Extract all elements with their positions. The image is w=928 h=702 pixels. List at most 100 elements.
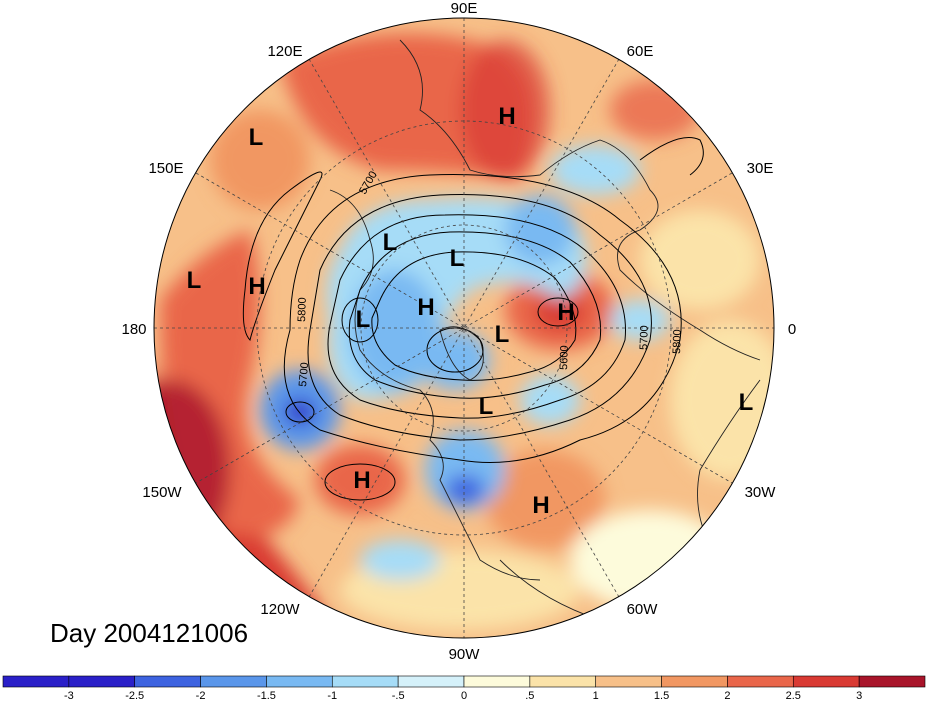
colorbar-tick-label: 0	[461, 690, 467, 702]
lon-label-0: 0	[788, 321, 796, 338]
high-center: H	[557, 299, 574, 326]
colorbar-box	[397, 675, 465, 688]
colorbar: -3 -2.5 -2 -1.5 -1 -.5 0 .5 1 1.5 2 2.5 3	[2, 675, 926, 702]
lat-60	[360, 224, 568, 432]
americas-coast	[329, 189, 541, 581]
europe-neutral	[670, 320, 774, 480]
colorbar-tick-label: -2	[196, 690, 206, 702]
colorbar-tick-label: 1.5	[654, 690, 669, 702]
lon-label-150W: 150W	[142, 484, 182, 501]
lon-label-120W: 120W	[260, 601, 300, 618]
colorbar-box	[2, 675, 70, 688]
contour-5500	[348, 231, 602, 399]
colorbar-box	[266, 675, 333, 688]
height-contours	[242, 137, 704, 501]
colorbar-box	[858, 675, 926, 688]
contour-siberia-low	[341, 297, 379, 343]
map-boundary	[153, 17, 775, 639]
meridian-150E-30W	[195, 172, 733, 484]
atlantic-warm	[485, 450, 605, 550]
lon-label-90W: 90W	[449, 646, 481, 663]
meridian-30E-150W	[195, 172, 733, 484]
lon-label-120E: 120E	[267, 43, 302, 60]
russia-warm	[610, 80, 700, 140]
colorbar-tick-label: 1	[593, 690, 599, 702]
us-cold-core	[445, 475, 485, 505]
low-center: L	[739, 389, 754, 416]
colorbar-tick-label: -2.5	[125, 690, 144, 702]
east-asia-warm	[210, 110, 310, 210]
contour-label-5700-left: 5700	[297, 362, 311, 387]
lon-label-30E: 30E	[747, 160, 774, 177]
meridian-120E-60W	[308, 58, 620, 598]
high-center: H	[248, 273, 265, 300]
lon-label-180: 180	[121, 321, 146, 338]
high-center: H	[498, 103, 515, 130]
low-center: L	[479, 393, 494, 420]
day-label: Day 2004121006	[50, 618, 249, 648]
contour-pacific-high	[242, 171, 323, 341]
colorbar-tick-label: 3	[856, 690, 862, 702]
longitude-labels: 90E 120E 60E 150E 30E 180 0 150W 30W 120…	[121, 0, 796, 663]
high-center: H	[353, 467, 370, 494]
contour-label-5600-right: 5600	[558, 345, 571, 370]
meridian-60E-120W	[308, 58, 620, 598]
ural-cold	[550, 145, 640, 195]
eurasia-coast	[399, 39, 761, 361]
low-center: L	[450, 245, 465, 272]
colorbar-box	[463, 675, 531, 688]
colorbar-box	[792, 675, 860, 688]
colorbar-box	[134, 675, 201, 688]
contour-5800	[283, 174, 682, 463]
lon-label-30W: 30W	[745, 484, 777, 501]
low-center: L	[187, 267, 202, 294]
colorbar-tick-label: .5	[525, 690, 534, 702]
colorbar-box	[331, 675, 399, 688]
south-atlantic-neutral	[570, 510, 730, 610]
anomaly-field	[154, 18, 774, 638]
greenland-cold	[520, 375, 580, 425]
meridians	[154, 18, 774, 638]
low-center: L	[249, 124, 264, 151]
siberia-hot	[460, 40, 550, 180]
pacific-hot-core	[154, 380, 230, 560]
colorbar-box	[529, 675, 597, 688]
lon-label-150E: 150E	[148, 160, 183, 177]
colorbar-tick-label: -3	[64, 690, 74, 702]
contour-ne-pacific-high	[324, 463, 396, 501]
mexico-cold	[360, 540, 440, 580]
lon-label-90E: 90E	[451, 0, 478, 17]
greenland-coast	[439, 326, 484, 381]
low-center: L	[356, 306, 371, 333]
contour-labels: 5700 5800 5600 5700 5800 5700 5600	[296, 169, 684, 387]
contour-russia	[639, 137, 704, 176]
colorbar-tick-label: -1	[327, 690, 337, 702]
east-europe-neutral	[640, 210, 760, 310]
west-siberia-cold	[505, 195, 575, 265]
alaska-cold-core	[285, 400, 315, 424]
colorbar-box	[200, 675, 267, 688]
contour-label-5800-left: 5800	[296, 297, 309, 322]
contour-5600	[327, 214, 626, 419]
low-center: L	[495, 321, 510, 348]
low-center: L	[383, 229, 398, 256]
east-siberia-cold	[350, 270, 440, 390]
canada-arctic-cold	[420, 330, 490, 390]
colorbar-box	[661, 675, 728, 688]
lon-label-60W: 60W	[627, 601, 659, 618]
contour-alaska-low	[285, 401, 315, 423]
high-center: H	[532, 492, 549, 519]
colorbar-tick-label: 2	[724, 690, 730, 702]
pressure-centers: L H L H L L L H L H L L H H L	[187, 103, 754, 519]
contour-scandinavia-high	[537, 297, 579, 327]
contour-label-5700-right: 5700	[638, 325, 651, 350]
colorbar-tick-label: 2.5	[786, 690, 801, 702]
ne-pacific-warm	[315, 445, 405, 515]
contour-5700	[307, 194, 652, 441]
lon-label-60E: 60E	[627, 43, 654, 60]
high-center: H	[417, 294, 434, 321]
colorbar-tick-label: -.5	[392, 690, 405, 702]
colorbar-tick-label: -1.5	[257, 690, 276, 702]
scandinavia-hot	[535, 294, 585, 330]
